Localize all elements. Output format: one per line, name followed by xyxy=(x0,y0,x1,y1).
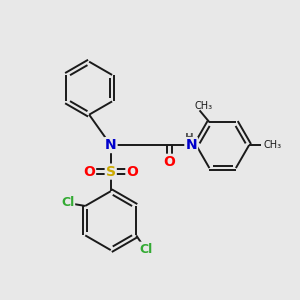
Text: O: O xyxy=(164,155,176,169)
Text: O: O xyxy=(83,165,95,178)
Text: Cl: Cl xyxy=(61,196,74,208)
Text: N: N xyxy=(185,138,197,152)
Text: CH₃: CH₃ xyxy=(195,101,213,111)
Text: S: S xyxy=(106,165,116,178)
Text: N: N xyxy=(105,138,117,152)
Text: O: O xyxy=(126,165,138,178)
Text: CH₃: CH₃ xyxy=(264,140,282,150)
Text: Cl: Cl xyxy=(140,243,153,256)
Text: H: H xyxy=(185,133,194,143)
